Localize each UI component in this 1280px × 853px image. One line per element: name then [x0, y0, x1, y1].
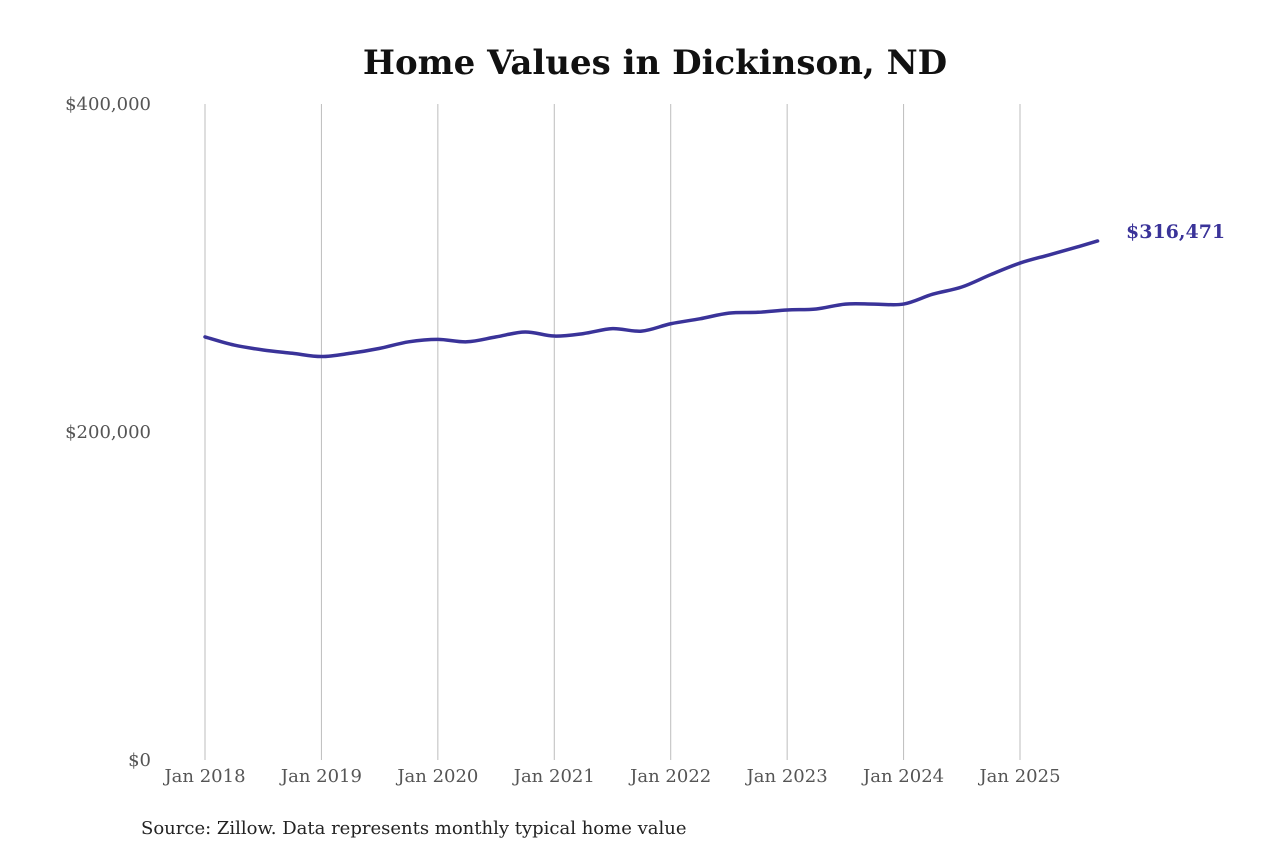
y-tick-label: $400,000 — [65, 94, 151, 115]
chart-title: Home Values in Dickinson, ND — [363, 43, 947, 83]
x-tick-label: Jan 2025 — [977, 766, 1060, 787]
x-tick-label: Jan 2024 — [861, 766, 944, 787]
x-tick-label: Jan 2023 — [745, 766, 828, 787]
x-tick-label: Jan 2018 — [162, 766, 245, 787]
x-tick-label: Jan 2019 — [279, 766, 362, 787]
y-tick-label: $0 — [128, 750, 151, 771]
series-line — [203, 239, 1100, 359]
x-tick-label: Jan 2022 — [628, 766, 711, 787]
source-note: Source: Zillow. Data represents monthly … — [141, 818, 687, 839]
end-value-label: $316,471 — [1126, 221, 1225, 243]
x-tick-label: Jan 2021 — [512, 766, 595, 787]
y-tick-label: $200,000 — [65, 422, 151, 443]
x-tick-label: Jan 2020 — [395, 766, 478, 787]
